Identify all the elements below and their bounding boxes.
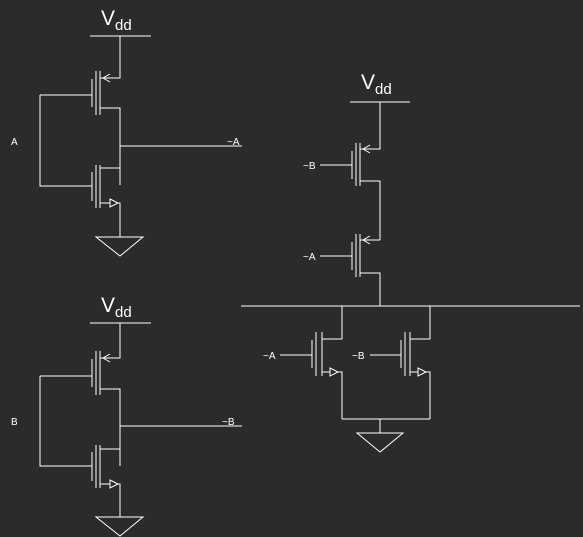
inverter-b-nmos <box>91 445 120 488</box>
nor-nmos-a <box>311 306 343 376</box>
nor-pmos-b-source <box>360 102 381 154</box>
inverter-b-ground-symbol <box>94 516 145 537</box>
nor-ground-symbol <box>355 432 405 453</box>
inverter-b-input-label: B <box>11 417 18 428</box>
inverter-b-pmos <box>91 351 121 466</box>
nor-nmos-b-source <box>410 367 431 419</box>
nor-vdd-label: Vdd <box>361 71 392 98</box>
inverter-a-vdd-label: Vdd <box>101 7 132 34</box>
inverter-a-nmos <box>91 165 120 208</box>
inverter-a-pmos-source <box>100 36 121 83</box>
nor-ground-wire <box>342 418 430 433</box>
inverter-b-pmos-source <box>100 323 121 363</box>
nor-pmos-a <box>351 234 381 306</box>
inverter-a-input-label: A <box>11 137 18 148</box>
nor-nmos-a-gate-label: ~A <box>263 351 276 362</box>
inverter-a-gate-wire <box>39 94 92 187</box>
inverter-a-ground-symbol <box>94 236 145 257</box>
inverter-a-output-label: ~A <box>227 137 240 148</box>
nor-pmos-a-gate-label: ~A <box>303 252 316 263</box>
nor-pmos-b <box>351 143 381 240</box>
nor-pmos-b-gate-label: ~B <box>303 161 316 172</box>
inverter-b-output-label: ~B <box>222 417 235 428</box>
nor-pmos-a-source <box>360 235 380 245</box>
inverter-b: Vdd B ~B <box>11 294 242 537</box>
nor-nmos-b-gate-label: ~B <box>352 351 365 362</box>
nor-nmos-b <box>400 306 431 376</box>
inverter-a: Vdd A ~A <box>11 7 242 257</box>
inverter-b-vdd-label: Vdd <box>101 294 132 321</box>
nor-nmos-a-source <box>322 367 343 419</box>
inverter-a-pmos <box>91 71 121 185</box>
nor-gate: Vdd ~B ~A ~A ~B <box>241 71 580 453</box>
inverter-b-gate-wire <box>39 375 92 467</box>
inverter-b-nmos-source <box>109 479 121 517</box>
inverter-a-nmos-source <box>109 198 121 237</box>
